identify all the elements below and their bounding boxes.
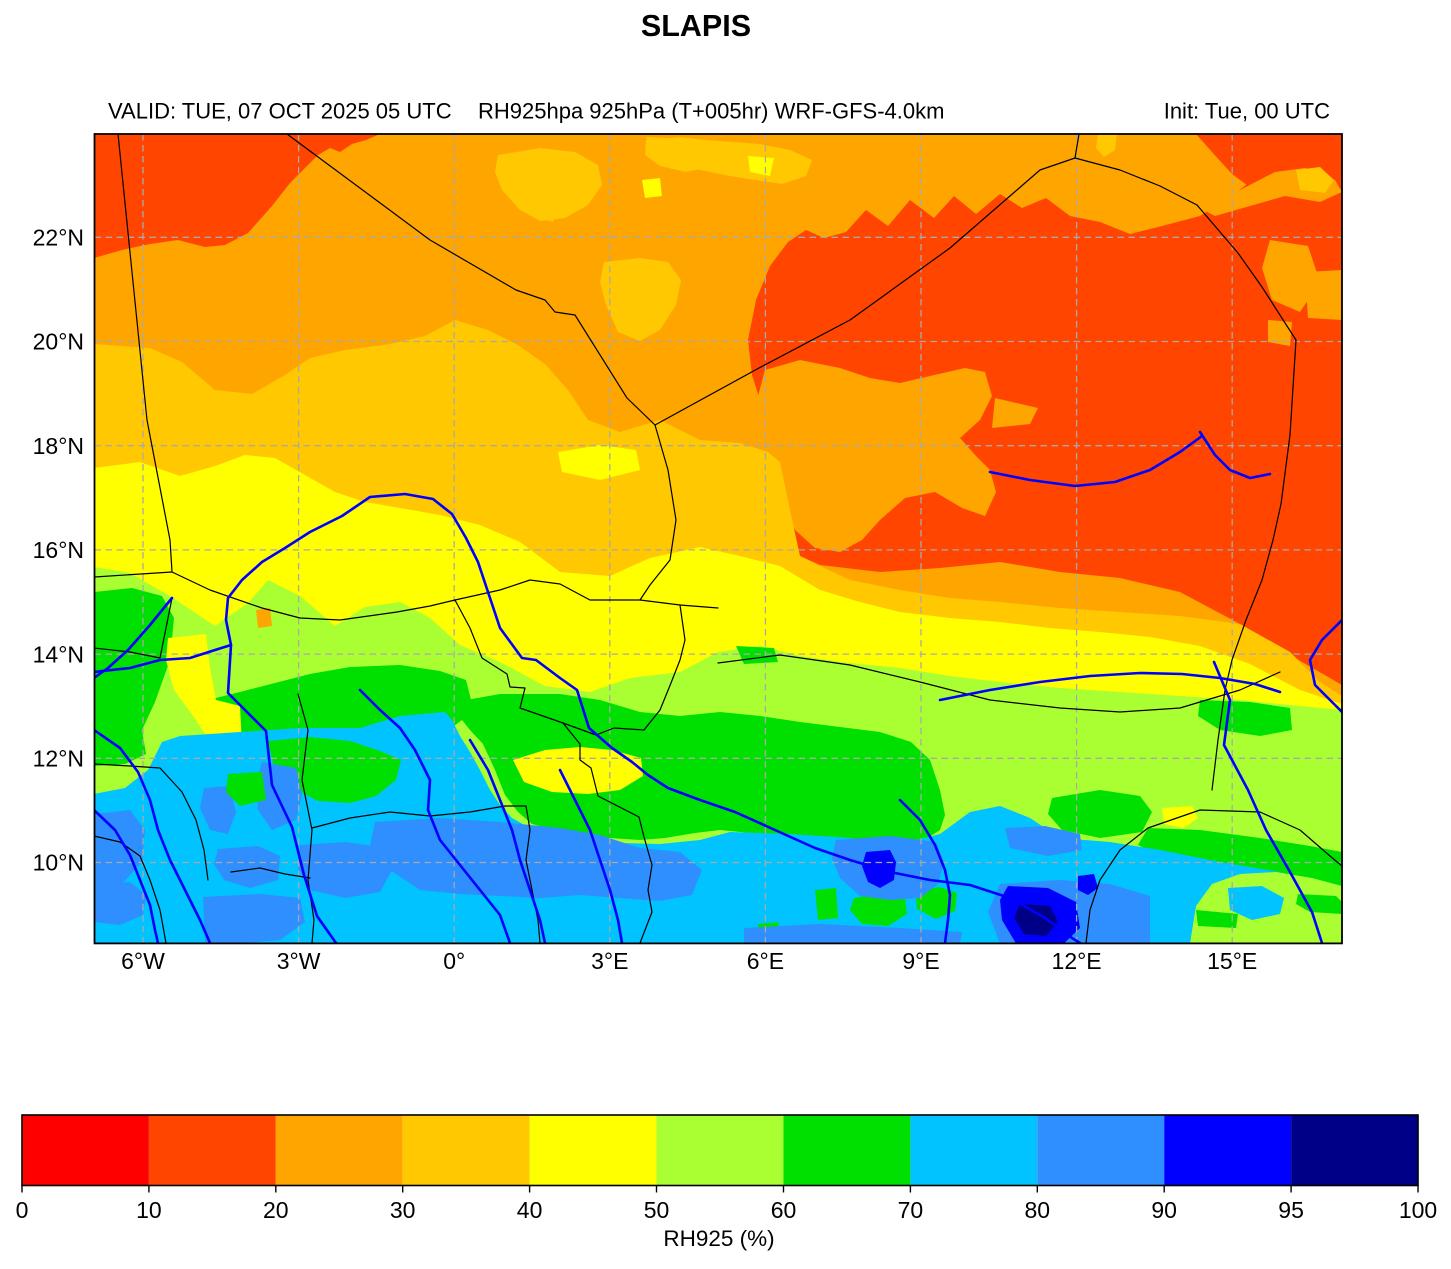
svg-text:80: 80 bbox=[1025, 1197, 1051, 1223]
svg-text:18°N: 18°N bbox=[33, 433, 84, 459]
svg-text:6°E: 6°E bbox=[747, 948, 784, 974]
svg-text:SLAPIS: SLAPIS bbox=[641, 9, 751, 43]
svg-text:6°W: 6°W bbox=[121, 948, 165, 974]
svg-text:16°N: 16°N bbox=[33, 537, 84, 563]
svg-text:RH925hpa 925hPa (T+005hr) WRF-: RH925hpa 925hPa (T+005hr) WRF-GFS-4.0km bbox=[478, 99, 944, 124]
svg-text:Init: Tue, 00 UTC: Init: Tue, 00 UTC bbox=[1164, 99, 1330, 124]
svg-text:100: 100 bbox=[1399, 1197, 1437, 1223]
svg-text:12°N: 12°N bbox=[33, 746, 84, 772]
svg-text:12°E: 12°E bbox=[1052, 948, 1102, 974]
svg-text:30: 30 bbox=[390, 1197, 416, 1223]
svg-text:0: 0 bbox=[16, 1197, 29, 1223]
svg-text:20: 20 bbox=[263, 1197, 289, 1223]
svg-text:9°E: 9°E bbox=[902, 948, 939, 974]
svg-text:60: 60 bbox=[771, 1197, 797, 1223]
svg-text:70: 70 bbox=[898, 1197, 924, 1223]
svg-text:22°N: 22°N bbox=[33, 225, 84, 251]
svg-text:95: 95 bbox=[1278, 1197, 1304, 1223]
svg-text:10°N: 10°N bbox=[33, 850, 84, 876]
svg-text:15°E: 15°E bbox=[1207, 948, 1257, 974]
svg-text:20°N: 20°N bbox=[33, 329, 84, 355]
svg-text:14°N: 14°N bbox=[33, 641, 84, 667]
svg-text:90: 90 bbox=[1151, 1197, 1177, 1223]
svg-text:RH925 (%): RH925 (%) bbox=[663, 1226, 774, 1251]
svg-text:40: 40 bbox=[517, 1197, 543, 1223]
svg-text:50: 50 bbox=[644, 1197, 670, 1223]
svg-text:10: 10 bbox=[136, 1197, 162, 1223]
svg-text:0°: 0° bbox=[443, 948, 465, 974]
svg-text:3°E: 3°E bbox=[591, 948, 628, 974]
svg-text:3°W: 3°W bbox=[277, 948, 321, 974]
svg-text:VALID: TUE, 07 OCT 2025 05 UTC: VALID: TUE, 07 OCT 2025 05 UTC bbox=[108, 99, 452, 124]
